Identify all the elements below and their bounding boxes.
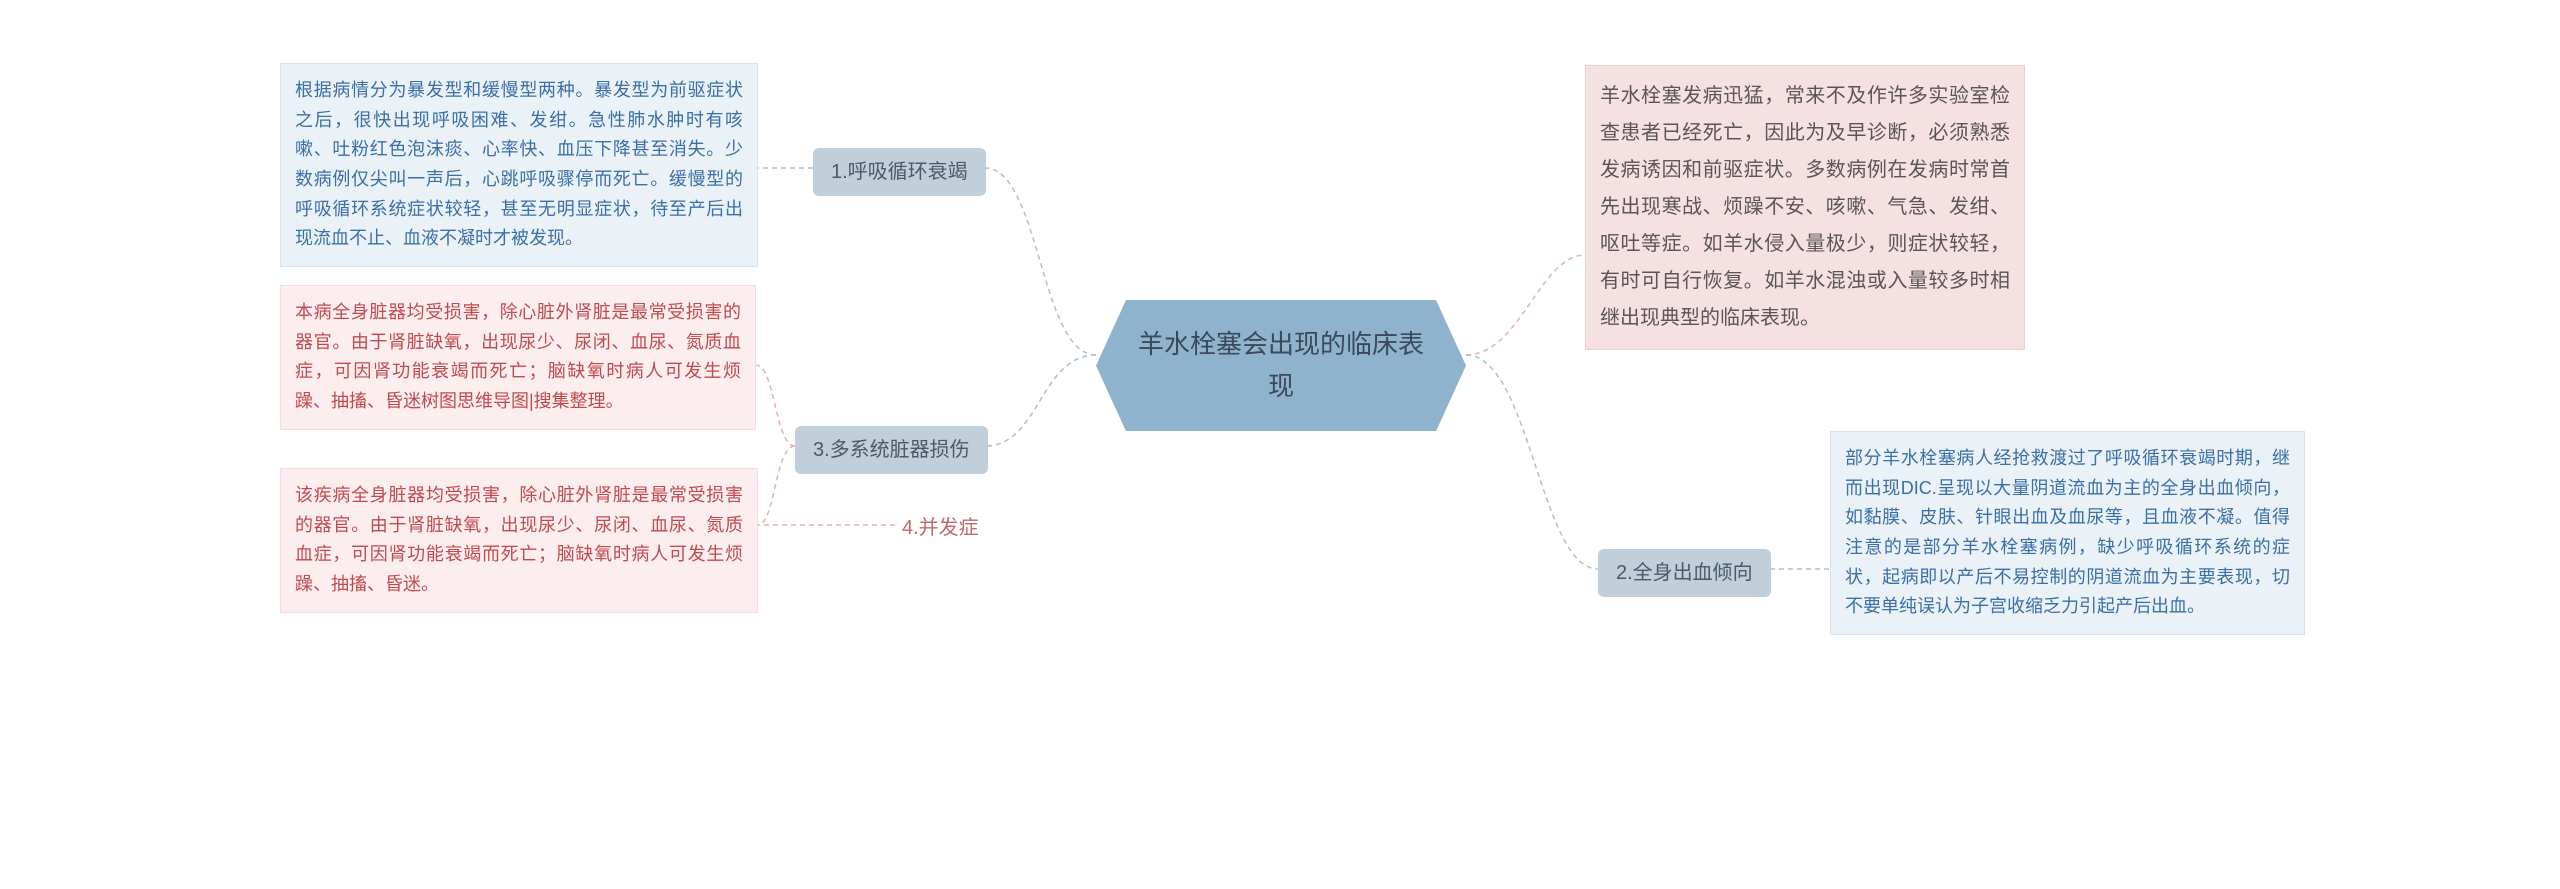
intro-box: 羊水栓塞发病迅猛，常来不及作许多实验室检查患者已经死亡，因此为及早诊断，必须熟悉… [1585,65,2025,350]
topic-1-label: 1.呼吸循环衰竭 [831,161,968,183]
topic-4-label: 4.并发症 [902,517,979,539]
intro-text: 羊水栓塞发病迅猛，常来不及作许多实验室检查患者已经死亡，因此为及早诊断，必须熟悉… [1600,85,2010,329]
mindmap-canvas: 羊水栓塞会出现的临床表现 羊水栓塞发病迅猛，常来不及作许多实验室检查患者已经死亡… [0,0,2560,889]
detail-4-text: 该疾病全身脏器均受损害，除心脏外肾脏是最常受损害的器官。由于肾脏缺氧，出现尿少、… [295,485,743,594]
topic-2-label: 2.全身出血倾向 [1616,562,1753,584]
topic-3: 3.多系统脏器损伤 [795,426,988,474]
detail-3-text: 本病全身脏器均受损害，除心脏外肾脏是最常受损害的器官。由于肾脏缺氧，出现尿少、尿… [295,302,741,411]
detail-1: 根据病情分为暴发型和缓慢型两种。暴发型为前驱症状之后，很快出现呼吸困难、发绀。急… [280,63,758,267]
topic-4: 4.并发症 [902,512,979,544]
topic-2: 2.全身出血倾向 [1598,549,1771,597]
detail-2: 部分羊水栓塞病人经抢救渡过了呼吸循环衰竭时期，继而出现DIC.呈现以大量阴道流血… [1830,431,2305,635]
detail-4: 该疾病全身脏器均受损害，除心脏外肾脏是最常受损害的器官。由于肾脏缺氧，出现尿少、… [280,468,758,613]
detail-1-text: 根据病情分为暴发型和缓慢型两种。暴发型为前驱症状之后，很快出现呼吸困难、发绀。急… [295,80,743,248]
topic-1: 1.呼吸循环衰竭 [813,148,986,196]
detail-2-text: 部分羊水栓塞病人经抢救渡过了呼吸循环衰竭时期，继而出现DIC.呈现以大量阴道流血… [1845,448,2290,616]
topic-3-label: 3.多系统脏器损伤 [813,439,970,461]
detail-3: 本病全身脏器均受损害，除心脏外肾脏是最常受损害的器官。由于肾脏缺氧，出现尿少、尿… [280,285,756,430]
center-node: 羊水栓塞会出现的临床表现 [1096,300,1466,431]
center-title: 羊水栓塞会出现的临床表现 [1138,329,1424,401]
